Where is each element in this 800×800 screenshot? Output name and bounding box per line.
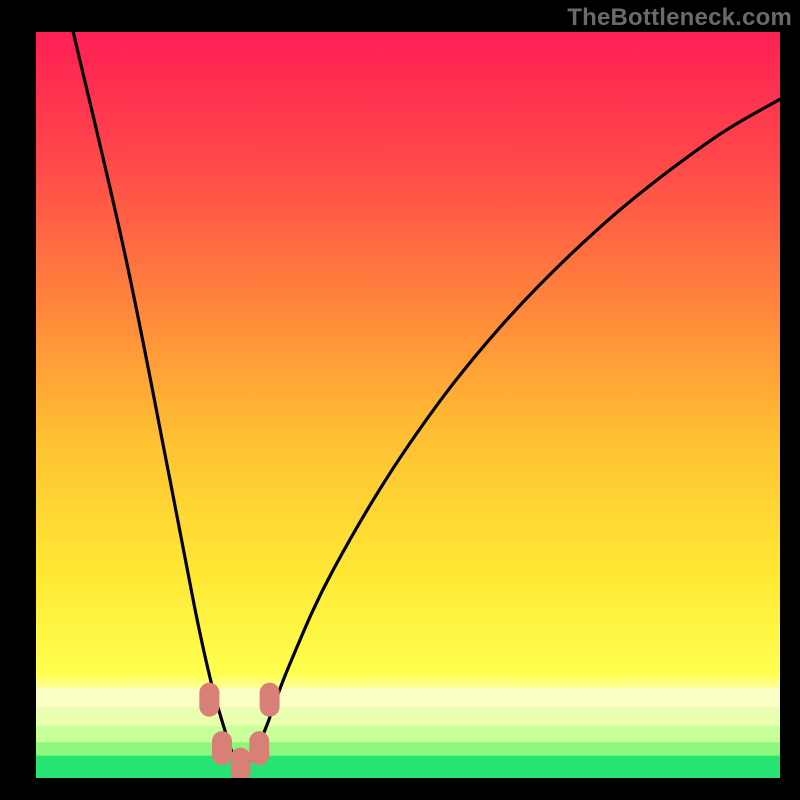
color-band bbox=[36, 688, 780, 707]
color-band bbox=[36, 742, 780, 755]
valley-marker bbox=[260, 683, 280, 717]
valley-marker bbox=[249, 731, 269, 765]
chart-stage: TheBottleneck.com bbox=[0, 0, 800, 800]
valley-marker bbox=[212, 731, 232, 765]
gradient-background bbox=[36, 32, 780, 778]
plot-area bbox=[36, 32, 780, 782]
color-band bbox=[36, 726, 780, 742]
bottleneck-chart bbox=[0, 0, 800, 800]
valley-marker bbox=[199, 683, 219, 717]
color-band bbox=[36, 707, 780, 726]
green-band-stack bbox=[36, 688, 780, 778]
watermark-text: TheBottleneck.com bbox=[567, 4, 792, 32]
valley-marker bbox=[231, 748, 251, 782]
color-band bbox=[36, 756, 780, 778]
